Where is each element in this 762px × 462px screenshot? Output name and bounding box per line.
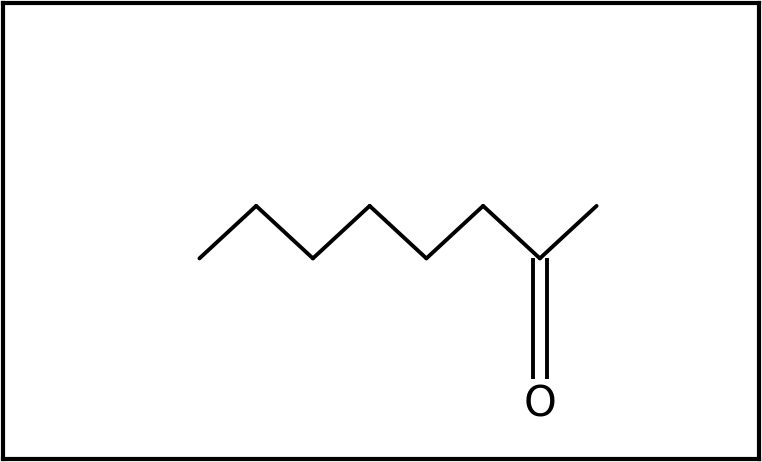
Text: O: O	[523, 383, 556, 426]
